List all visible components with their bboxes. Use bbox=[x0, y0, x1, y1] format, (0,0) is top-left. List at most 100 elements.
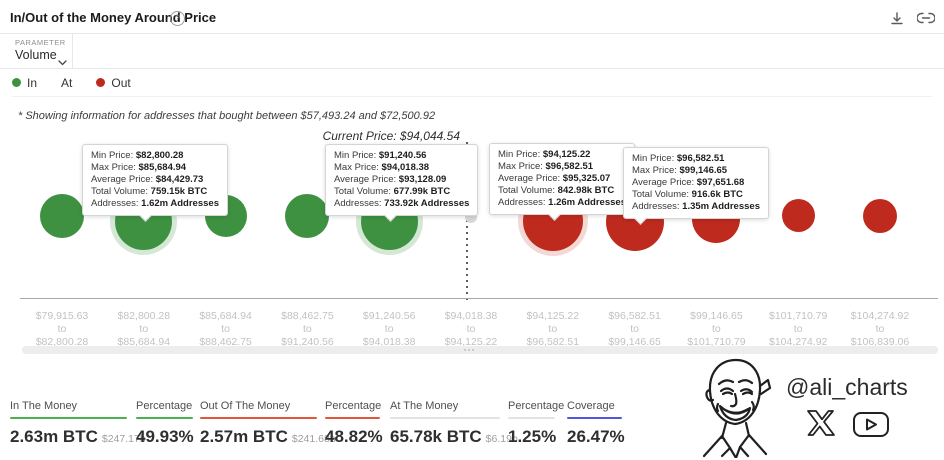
tooltip-label: Min Price: bbox=[91, 150, 136, 161]
tooltip-label: Average Price: bbox=[91, 174, 156, 186]
legend-item-label: In bbox=[27, 75, 38, 90]
x-axis-tick-label: $82,800.28 to $85,684.94 bbox=[99, 310, 189, 349]
stat-underline bbox=[390, 417, 500, 419]
tooltip-row: Max Price: $96,582.51 bbox=[498, 161, 626, 173]
parameter-dropdown[interactable]: PARAMETER Volume bbox=[0, 34, 73, 68]
tooltip-value: 1.35m Addresses bbox=[682, 201, 760, 213]
tooltip-value: $96,582.51 bbox=[545, 161, 594, 173]
tick-from: $85,684.94 bbox=[199, 310, 252, 322]
tick-to-word: to bbox=[875, 323, 885, 336]
stat-label: Percentage bbox=[508, 400, 565, 412]
tooltip-value: $91,240.56 bbox=[378, 150, 427, 161]
stat-underline bbox=[10, 417, 127, 419]
tick-from: $82,800.28 bbox=[117, 310, 171, 322]
stat-value: 26.47% bbox=[567, 427, 625, 446]
tick-to-word: to bbox=[793, 323, 803, 336]
stat-value: 2.63m BTC bbox=[10, 427, 98, 446]
legend-item-at[interactable]: At bbox=[61, 76, 72, 90]
footnote: * Showing information for addresses that… bbox=[18, 110, 436, 122]
stat-underline bbox=[508, 417, 555, 419]
page-title: In/Out of the Money Around Price bbox=[10, 10, 217, 25]
tooltip-value: $94,018.38 bbox=[381, 162, 430, 174]
stat-value: 49.93% bbox=[136, 427, 194, 446]
tooltip-row: Addresses: 1.26m Addresses bbox=[498, 197, 626, 209]
x-axis-tick-label: $91,240.56 to $94,018.38 bbox=[344, 310, 434, 349]
tooltip-label: Addresses: bbox=[498, 197, 549, 209]
stat-value-row: 26.47% bbox=[567, 427, 625, 447]
tooltip-value: 916.6k BTC bbox=[691, 189, 743, 201]
stat-value-row: 2.63m BTC $247.17b bbox=[10, 427, 146, 447]
stat-value: 65.78k BTC bbox=[390, 427, 482, 446]
scrollbar-handle[interactable] bbox=[464, 349, 474, 351]
chevron-down-icon bbox=[58, 53, 67, 71]
tooltip-value: $84,429.73 bbox=[155, 174, 204, 186]
bubble-in-0[interactable] bbox=[40, 194, 84, 238]
tick-to-word: to bbox=[630, 323, 639, 336]
stat-value-row: 49.93% bbox=[136, 427, 194, 447]
stat-at-the-money: At The Money 65.78k BTC $6.19b bbox=[390, 400, 518, 447]
stat-sub-value: $6.19b bbox=[485, 433, 518, 445]
bubble-out-9[interactable] bbox=[781, 198, 815, 232]
chart-scrollbar[interactable] bbox=[22, 346, 938, 354]
stat-label: In The Money bbox=[10, 400, 78, 412]
tooltip-label: Addresses: bbox=[334, 198, 385, 210]
tick-from: $104,274.92 bbox=[850, 310, 910, 322]
tooltip-label: Average Price: bbox=[632, 177, 697, 189]
tick-from: $94,125.22 bbox=[526, 310, 580, 322]
stat-value-row: 2.57m BTC $241.68b bbox=[200, 427, 336, 447]
tick-from: $79,915.63 bbox=[35, 310, 89, 322]
tooltip-value: 733.92k Addresses bbox=[384, 198, 470, 210]
tick-to-word: to bbox=[303, 323, 312, 336]
tooltip-label: Average Price: bbox=[498, 173, 563, 185]
share-link-icon[interactable] bbox=[916, 11, 936, 30]
bubble-out-10[interactable] bbox=[863, 199, 897, 233]
tooltip-row: Total Volume: 842.98k BTC bbox=[498, 185, 626, 197]
tick-to: $88,462.75 bbox=[199, 336, 252, 349]
tooltip-value: 842.98k BTC bbox=[557, 185, 615, 197]
tooltip-label: Total Volume: bbox=[334, 186, 394, 198]
tooltip-row: Max Price: $94,018.38 bbox=[334, 162, 469, 174]
parameter-value: Volume bbox=[15, 48, 57, 62]
x-axis-line bbox=[20, 298, 938, 299]
x-axis-tick-label: $99,146.65 to $101,710.79 bbox=[671, 310, 761, 349]
tooltip-value: 1.62m Addresses bbox=[141, 198, 219, 210]
tick-to-word: to bbox=[712, 323, 721, 336]
tooltip-value: $95,325.07 bbox=[562, 173, 611, 185]
tick-to-word: to bbox=[221, 323, 230, 336]
tooltip-row: Min Price: $94,125.22 bbox=[498, 149, 626, 161]
legend-item-in[interactable]: In bbox=[12, 76, 37, 90]
stat-label: Percentage bbox=[136, 400, 193, 412]
tick-to-word: to bbox=[466, 323, 476, 336]
tooltip-label: Max Price: bbox=[632, 165, 680, 177]
stat-value: 48.82% bbox=[325, 427, 383, 446]
legend-item-out[interactable]: Out bbox=[96, 75, 131, 90]
tick-from: $101,710.79 bbox=[768, 310, 828, 322]
bubble-in-3[interactable] bbox=[285, 194, 330, 238]
tooltip-value: 1.26m Addresses bbox=[548, 197, 626, 209]
tick-to: $91,240.56 bbox=[281, 336, 334, 349]
tooltip-row: Total Volume: 677.99k BTC bbox=[334, 186, 469, 198]
legend-dot-icon bbox=[12, 78, 21, 87]
tooltip-label: Min Price: bbox=[498, 149, 543, 160]
tooltip-label: Addresses: bbox=[91, 198, 142, 210]
x-axis-tick-label: $104,274.92 to $106,839.06 bbox=[835, 310, 925, 349]
x-axis-tick-label: $94,018.38 to $94,125.22 bbox=[426, 310, 516, 349]
tick-to: $104,274.92 bbox=[768, 336, 828, 349]
tooltip-row: Average Price: $95,325.07 bbox=[498, 173, 626, 185]
bubble-tooltip: Min Price: $94,125.22 Max Price: $96,582.… bbox=[489, 143, 635, 222]
tooltip-row: Average Price: $93,128.09 bbox=[334, 174, 469, 186]
stat-label: At The Money bbox=[390, 400, 459, 412]
tick-to: $99,146.65 bbox=[608, 336, 661, 349]
tooltip-value: $96,582.51 bbox=[676, 153, 725, 164]
help-icon[interactable]: ? bbox=[170, 11, 185, 26]
legend-item-label: Out bbox=[111, 75, 131, 90]
toolbar: PARAMETER Volume bbox=[0, 34, 944, 69]
stat-sub-value: $247.17b bbox=[101, 433, 146, 445]
tooltip-label: Max Price: bbox=[334, 162, 382, 174]
tooltip-row: Total Volume: 916.6k BTC bbox=[632, 189, 760, 201]
tooltip-row: Max Price: $99,146.65 bbox=[632, 165, 760, 177]
tooltip-value: $94,125.22 bbox=[542, 149, 591, 160]
download-icon[interactable] bbox=[889, 11, 905, 32]
tick-to: $96,582.51 bbox=[526, 336, 580, 349]
